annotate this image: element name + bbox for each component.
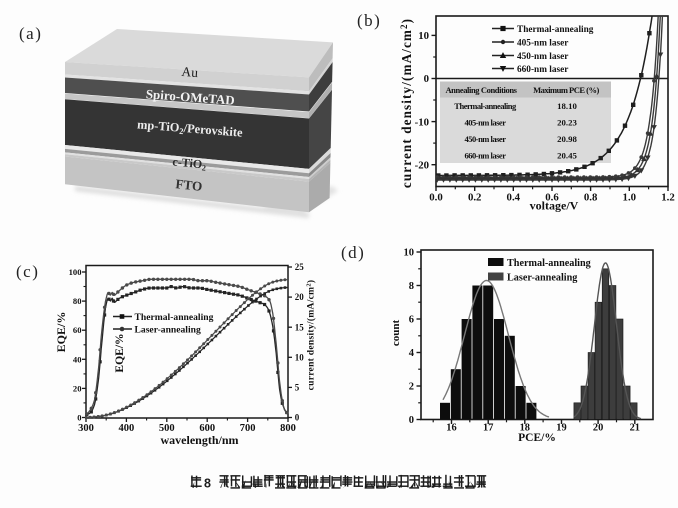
svg-text:15: 15 (295, 322, 305, 332)
svg-text:0: 0 (295, 413, 300, 423)
svg-text:Annealing Conditions: Annealing Conditions (445, 85, 517, 95)
svg-text:0: 0 (409, 415, 414, 426)
svg-text:400: 400 (119, 423, 135, 434)
svg-text:8: 8 (409, 281, 414, 292)
svg-text:20.98: 20.98 (557, 134, 577, 144)
svg-text:0.0: 0.0 (429, 191, 443, 203)
svg-text:Laser-annealing: Laser-annealing (507, 272, 577, 283)
svg-text:Thermal-annealing: Thermal-annealing (507, 258, 591, 269)
svg-text:FTO: FTO (175, 176, 203, 194)
svg-text:c-TiO2: c-TiO2 (172, 154, 207, 172)
svg-text:10: 10 (404, 248, 415, 259)
svg-text:20: 20 (73, 383, 82, 393)
svg-text:405-nm laser: 405-nm laser (465, 118, 507, 128)
svg-text:(d): (d) (341, 243, 365, 262)
svg-text:20: 20 (593, 423, 603, 434)
svg-text:2: 2 (409, 382, 414, 393)
svg-text:1.2: 1.2 (661, 191, 675, 203)
svg-text:0: 0 (77, 413, 81, 423)
svg-text:Spiro-OMeTAD: Spiro-OMeTAD (145, 86, 235, 107)
svg-text:8: 8 (204, 476, 211, 490)
svg-text:19: 19 (556, 423, 566, 434)
svg-text:18.10: 18.10 (557, 101, 577, 111)
svg-text:Maximum PCE (%): Maximum PCE (%) (533, 85, 599, 95)
svg-text:Au: Au (181, 64, 199, 80)
svg-text:0: 0 (424, 73, 429, 85)
svg-text:-10: -10 (415, 116, 429, 128)
svg-text:500: 500 (159, 423, 175, 434)
svg-text:450-nm laser: 450-nm laser (465, 134, 507, 144)
svg-text:Thermal-annealing: Thermal-annealing (135, 312, 214, 323)
svg-text:EQE/%: EQE/% (113, 333, 126, 372)
svg-text:25: 25 (295, 262, 305, 272)
svg-text:(b): (b) (357, 11, 381, 30)
svg-text:Laser-annealing: Laser-annealing (135, 325, 201, 336)
svg-text:0.2: 0.2 (468, 191, 482, 203)
svg-text:20: 20 (295, 292, 305, 302)
svg-text:Thermal-annealing: Thermal-annealing (517, 25, 594, 35)
svg-text:1.0: 1.0 (623, 191, 637, 203)
svg-text:21: 21 (630, 423, 640, 434)
svg-text:current density/(mA/cm2): current density/(mA/cm2) (399, 18, 414, 188)
svg-text:count: count (390, 320, 402, 347)
svg-text:18: 18 (520, 423, 530, 434)
svg-text:0.8: 0.8 (584, 191, 598, 203)
svg-text:PCE/%: PCE/% (518, 432, 556, 444)
svg-text:16: 16 (446, 423, 456, 434)
svg-text:-20: -20 (415, 159, 429, 171)
svg-text:(a): (a) (19, 24, 42, 43)
svg-text:17: 17 (483, 423, 493, 434)
svg-text:80: 80 (73, 296, 82, 306)
svg-text:100: 100 (69, 267, 82, 277)
svg-text:10: 10 (295, 352, 305, 362)
svg-text:20.45: 20.45 (557, 150, 577, 160)
svg-text:405-nm laser: 405-nm laser (517, 39, 568, 49)
svg-text:660-nm laser: 660-nm laser (517, 65, 568, 75)
svg-text:(c): (c) (16, 262, 39, 281)
svg-text:800: 800 (280, 423, 296, 434)
svg-text:660-nm laser: 660-nm laser (465, 150, 507, 160)
svg-text:wavelength/nm: wavelength/nm (161, 433, 239, 447)
svg-text:EQE/%: EQE/% (54, 312, 68, 353)
svg-text:5: 5 (295, 383, 300, 393)
svg-text:600: 600 (199, 423, 215, 434)
svg-text:voltage/V: voltage/V (530, 199, 579, 213)
svg-text:0.4: 0.4 (507, 191, 521, 203)
svg-text:20.23: 20.23 (557, 118, 577, 128)
svg-text:700: 700 (240, 423, 256, 434)
svg-text:300: 300 (78, 423, 94, 434)
svg-text:60: 60 (73, 325, 82, 335)
svg-text:Thermal-annealing: Thermal-annealing (454, 101, 517, 111)
svg-text:0.6: 0.6 (545, 191, 559, 203)
svg-text:40: 40 (73, 354, 82, 364)
svg-text:current density/(mA/cm2): current density/(mA/cm2) (306, 280, 317, 391)
svg-text:10: 10 (418, 30, 429, 42)
svg-text:6: 6 (409, 315, 414, 326)
svg-text:4: 4 (409, 348, 415, 359)
svg-text:450-nm laser: 450-nm laser (517, 52, 568, 62)
